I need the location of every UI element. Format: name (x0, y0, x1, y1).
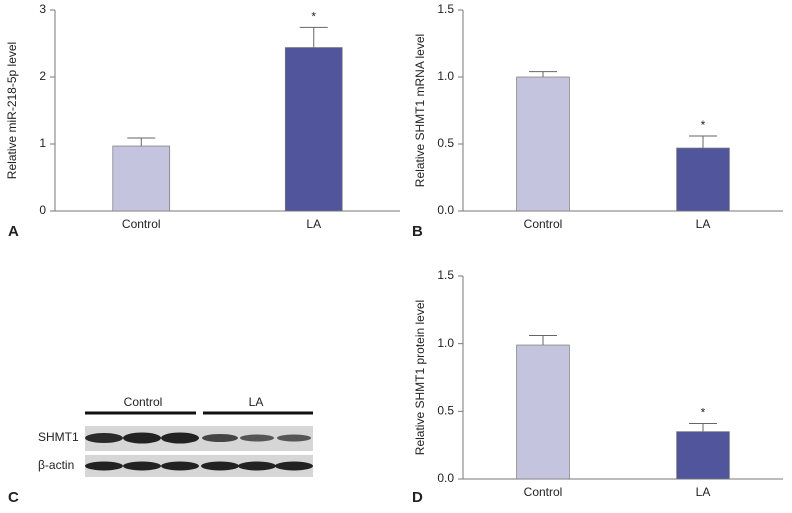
bar (676, 147, 730, 212)
significance-mark: * (311, 10, 316, 24)
x-tick-label: LA (696, 485, 711, 499)
group-label: LA (249, 395, 264, 409)
x-tick-label: Control (524, 217, 563, 231)
row-label: β-actin (38, 458, 74, 472)
group-label: Control (124, 395, 163, 409)
y-tick-label: 0 (39, 203, 46, 217)
y-tick-label: 1.0 (437, 336, 454, 350)
x-tick-label: Control (524, 485, 563, 499)
panel-label: D (412, 489, 423, 506)
y-tick-label: 0.0 (437, 471, 454, 485)
y-axis-label: Relative SHMT1 protein level (413, 300, 427, 455)
y-tick-label: 0.5 (437, 404, 454, 418)
x-tick-label: LA (696, 217, 711, 231)
bar (284, 47, 343, 212)
bar (516, 76, 570, 212)
y-tick-label: 3 (39, 2, 46, 16)
bar (516, 344, 570, 480)
y-tick-label: 1.5 (437, 268, 454, 282)
panel-label: A (8, 223, 19, 240)
x-tick-label: LA (306, 217, 321, 231)
y-tick-label: 1.0 (437, 69, 454, 83)
y-axis-label: Relative SHMT1 mRNA level (413, 34, 427, 187)
x-tick-label: Control (122, 217, 161, 231)
bar (112, 145, 171, 212)
significance-mark: * (701, 118, 706, 132)
panel-label: B (412, 223, 423, 240)
y-tick-label: 2 (39, 69, 46, 83)
panel-label: C (8, 489, 19, 506)
y-tick-label: 0.5 (437, 136, 454, 150)
y-tick-label: 1 (39, 136, 46, 150)
bar (676, 431, 730, 480)
row-label: SHMT1 (38, 430, 79, 444)
blot-image (85, 426, 313, 477)
y-axis-label: Relative miR-218-5p level (5, 42, 19, 179)
y-tick-label: 1.5 (437, 2, 454, 16)
significance-mark: * (701, 406, 706, 420)
y-tick-label: 0.0 (437, 203, 454, 217)
